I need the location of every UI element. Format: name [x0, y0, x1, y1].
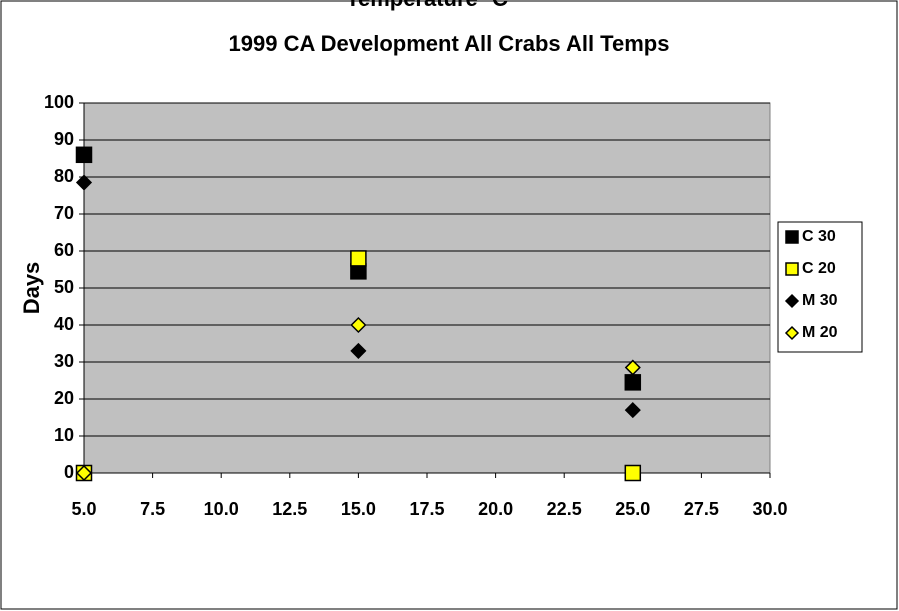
x-tick-label: 22.5 [547, 499, 582, 519]
y-tick-label: 40 [54, 314, 74, 334]
legend-marker [785, 262, 799, 276]
legend-label: C 30 [802, 228, 836, 245]
y-tick-label: 20 [54, 388, 74, 408]
point [624, 402, 641, 419]
x-tick-label: 20.0 [478, 499, 513, 519]
y-tick-label: 10 [54, 425, 74, 445]
point [75, 146, 93, 164]
point [624, 359, 641, 376]
legend-label: M 30 [802, 292, 838, 309]
legend-label: M 20 [802, 324, 838, 341]
chart-title: 1999 CA Development All Crabs All Temps [229, 31, 670, 56]
x-axis-label: Temperature ºC [346, 0, 508, 11]
point [75, 174, 93, 191]
point [350, 342, 367, 359]
point [624, 464, 642, 482]
x-tick-label: 30.0 [752, 499, 787, 519]
y-tick-label: 50 [54, 277, 74, 297]
x-tick-label: 10.0 [204, 499, 239, 519]
legend-label: C 20 [802, 260, 836, 277]
x-tick-label: 17.5 [409, 499, 444, 519]
point [350, 250, 367, 267]
legend-marker [784, 293, 800, 309]
x-tick-label: 25.0 [615, 499, 650, 519]
point [624, 374, 642, 391]
y-tick-label: 90 [54, 129, 74, 149]
y-tick-label: 30 [54, 351, 74, 371]
y-tick-label: 60 [54, 240, 74, 260]
x-tick-label: 7.5 [140, 499, 165, 519]
y-tick-label: 100 [44, 92, 74, 112]
x-tick-label: 5.0 [71, 499, 96, 519]
x-tick-label: 27.5 [684, 499, 719, 519]
y-tick-label: 80 [54, 166, 74, 186]
legend-marker [785, 230, 799, 244]
x-tick-label: 12.5 [272, 499, 307, 519]
y-axis-label: Days [19, 262, 44, 315]
legend-marker [784, 325, 800, 341]
y-tick-label: 0 [64, 462, 74, 482]
y-tick-label: 70 [54, 203, 74, 223]
x-tick-label: 15.0 [341, 499, 376, 519]
point [75, 464, 93, 482]
point [350, 316, 367, 334]
